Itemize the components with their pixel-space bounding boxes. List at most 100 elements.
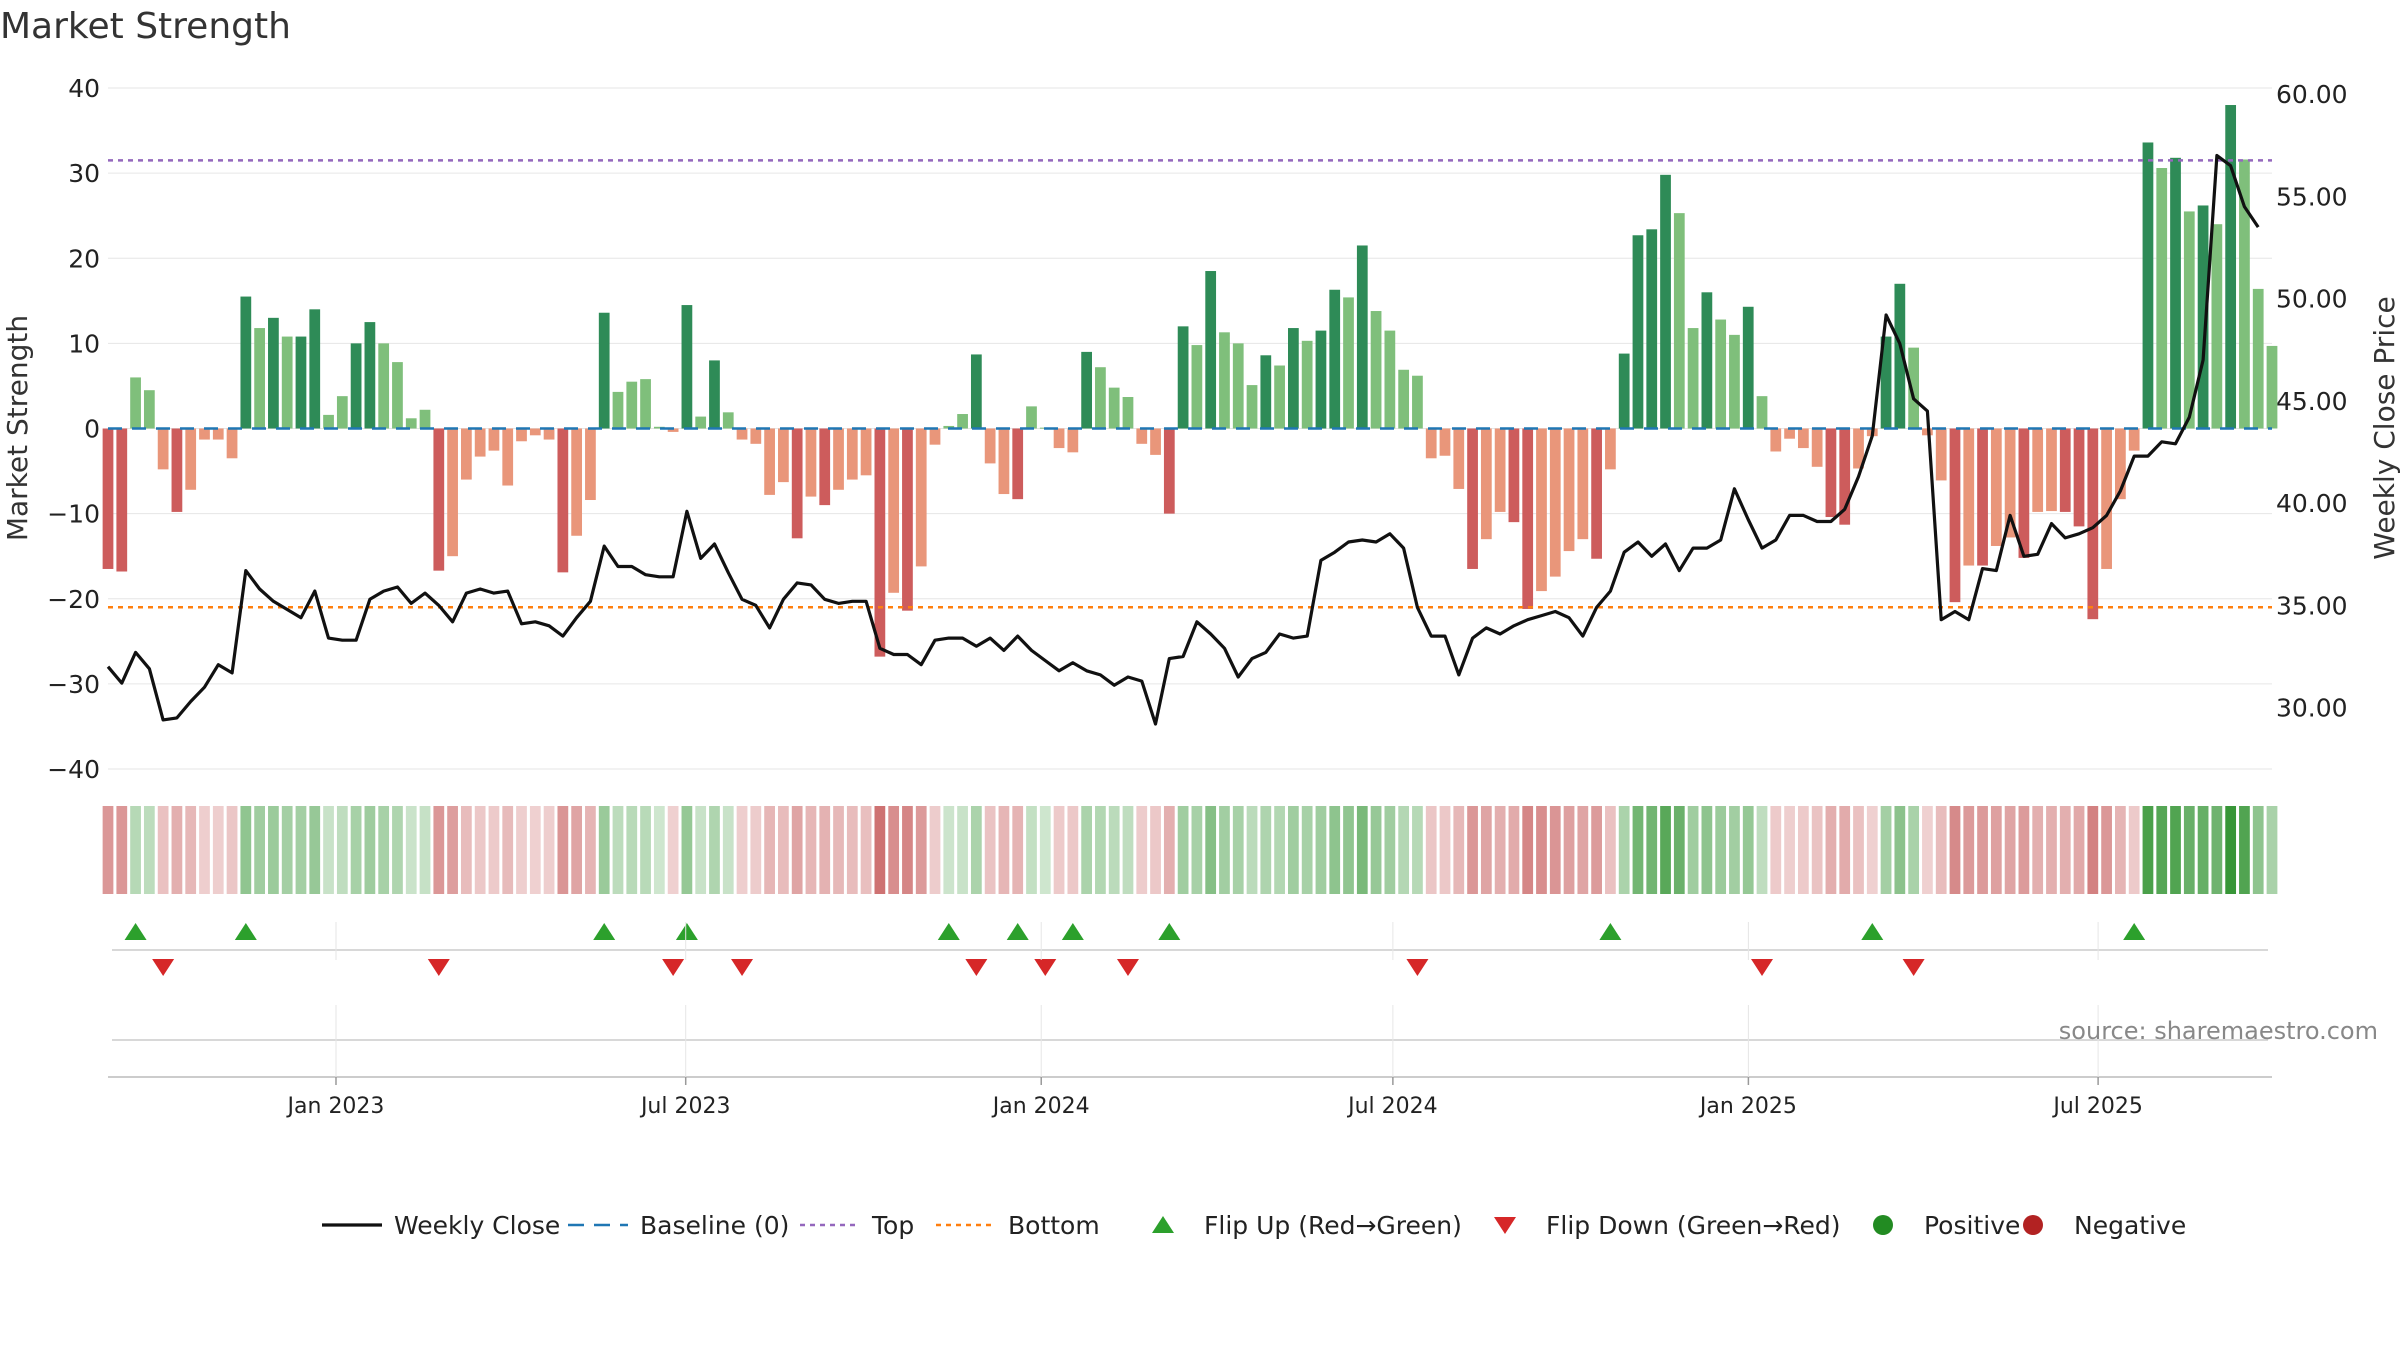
legend: Weekly Close Baseline (0) Top Bottom Flip Up… (322, 1211, 2186, 1240)
strength-bar (585, 428, 596, 501)
heat-cell (1301, 806, 1313, 894)
heat-cell (543, 806, 555, 894)
strength-bar (709, 360, 720, 429)
y2-tick-label: 60.00 (2276, 80, 2348, 109)
heat-cell (2170, 806, 2181, 894)
strength-bar (2252, 288, 2264, 429)
flip-down-marker (152, 959, 175, 976)
strength-bar (1811, 428, 1823, 467)
heat-cell (1163, 806, 1175, 894)
heat-cell (778, 806, 789, 894)
legend-positive-swatch (1873, 1215, 1893, 1235)
heat-cell (281, 806, 293, 894)
strength-bar (626, 381, 638, 429)
strength-bar (2225, 105, 2237, 429)
x-tick-label: Jul 2025 (2051, 1094, 2143, 1119)
strength-bar (1632, 235, 1644, 429)
heat-cell (571, 806, 583, 894)
strength-bar (143, 390, 155, 429)
y-tick-label: −20 (47, 585, 100, 614)
heat-cell (1701, 806, 1713, 894)
strength-bar (1894, 283, 1906, 429)
heat-cell (2266, 806, 2278, 894)
strength-bar (1687, 328, 1699, 429)
heat-cell (2142, 806, 2154, 894)
heat-cell (970, 806, 982, 894)
flip-up-marker (1158, 923, 1181, 940)
strength-bar (2128, 428, 2140, 451)
strength-bar (1315, 330, 1327, 429)
strength-bar (860, 428, 872, 476)
heat-cell (2239, 806, 2250, 894)
heat-cell (1784, 806, 1795, 894)
heat-cell (709, 806, 720, 894)
strength-bar (1163, 428, 1175, 514)
heat-cell (736, 806, 748, 894)
heat-cell (2128, 806, 2140, 894)
y-tick-label: 30 (68, 159, 100, 188)
heat-cell (2225, 806, 2237, 894)
legend-label: Flip Down (Green→Red) (1546, 1211, 1841, 1240)
heat-cell (860, 806, 872, 894)
strength-bar (419, 409, 431, 429)
heat-cell (764, 806, 775, 894)
heat-cell (433, 806, 445, 894)
flip-up-marker (1061, 923, 1084, 940)
heat-cell (2211, 806, 2223, 894)
strength-bar (778, 428, 789, 483)
heat-cell (212, 806, 224, 894)
heat-cell (846, 806, 858, 894)
heat-cell (1150, 806, 1161, 894)
flip-down-marker (1034, 959, 1057, 976)
heat-cell (1177, 806, 1189, 894)
strength-bar (130, 377, 141, 429)
strength-bar (323, 414, 334, 429)
strength-bar (529, 428, 541, 436)
strength-bar (1577, 428, 1589, 540)
y2-tick-label: 50.00 (2276, 285, 2348, 314)
heat-cell (1067, 806, 1079, 894)
y-tick-label: −40 (47, 755, 100, 784)
heat-cell (1122, 806, 1134, 894)
strength-bar (557, 428, 569, 573)
strength-bar (2032, 428, 2044, 512)
x-tick-label: Jan 2023 (286, 1094, 385, 1119)
heat-cell (2101, 806, 2112, 894)
heat-strip-panel (102, 806, 2278, 894)
y2-tick-label: 55.00 (2276, 182, 2348, 211)
strength-bar (1563, 428, 1575, 552)
heat-cell (1315, 806, 1327, 894)
strength-bar (2266, 345, 2278, 429)
strength-bar (1963, 428, 1975, 566)
strength-bar (199, 428, 210, 440)
strength-bar (612, 391, 624, 429)
heat-cell (1232, 806, 1244, 894)
heat-cell (1591, 806, 1602, 894)
strength-bar (1343, 297, 1354, 429)
strength-bar (846, 428, 858, 480)
strength-bar (1384, 330, 1396, 429)
strength-bar (1784, 428, 1795, 439)
heat-cell (1205, 806, 1217, 894)
heat-cell (2046, 806, 2057, 894)
heat-cell (1797, 806, 1809, 894)
heat-cell (1549, 806, 1561, 894)
strength-bar (1949, 428, 1961, 603)
heat-cell (1866, 806, 1878, 894)
strength-bar (309, 309, 321, 429)
heat-cell (1039, 806, 1051, 894)
strength-bar (350, 343, 362, 429)
flip-down-marker (427, 959, 450, 976)
heat-cell (1742, 806, 1754, 894)
heat-cell (1825, 806, 1837, 894)
heat-cell (1687, 806, 1699, 894)
strength-bar (157, 428, 169, 470)
strength-bar (929, 428, 941, 445)
legend-flip-down-swatch (1494, 1217, 1516, 1234)
heat-cell (488, 806, 500, 894)
y2-tick-label: 30.00 (2276, 694, 2348, 723)
heat-cell (1191, 806, 1203, 894)
strength-bar (1853, 428, 1864, 469)
heat-cell (157, 806, 169, 894)
